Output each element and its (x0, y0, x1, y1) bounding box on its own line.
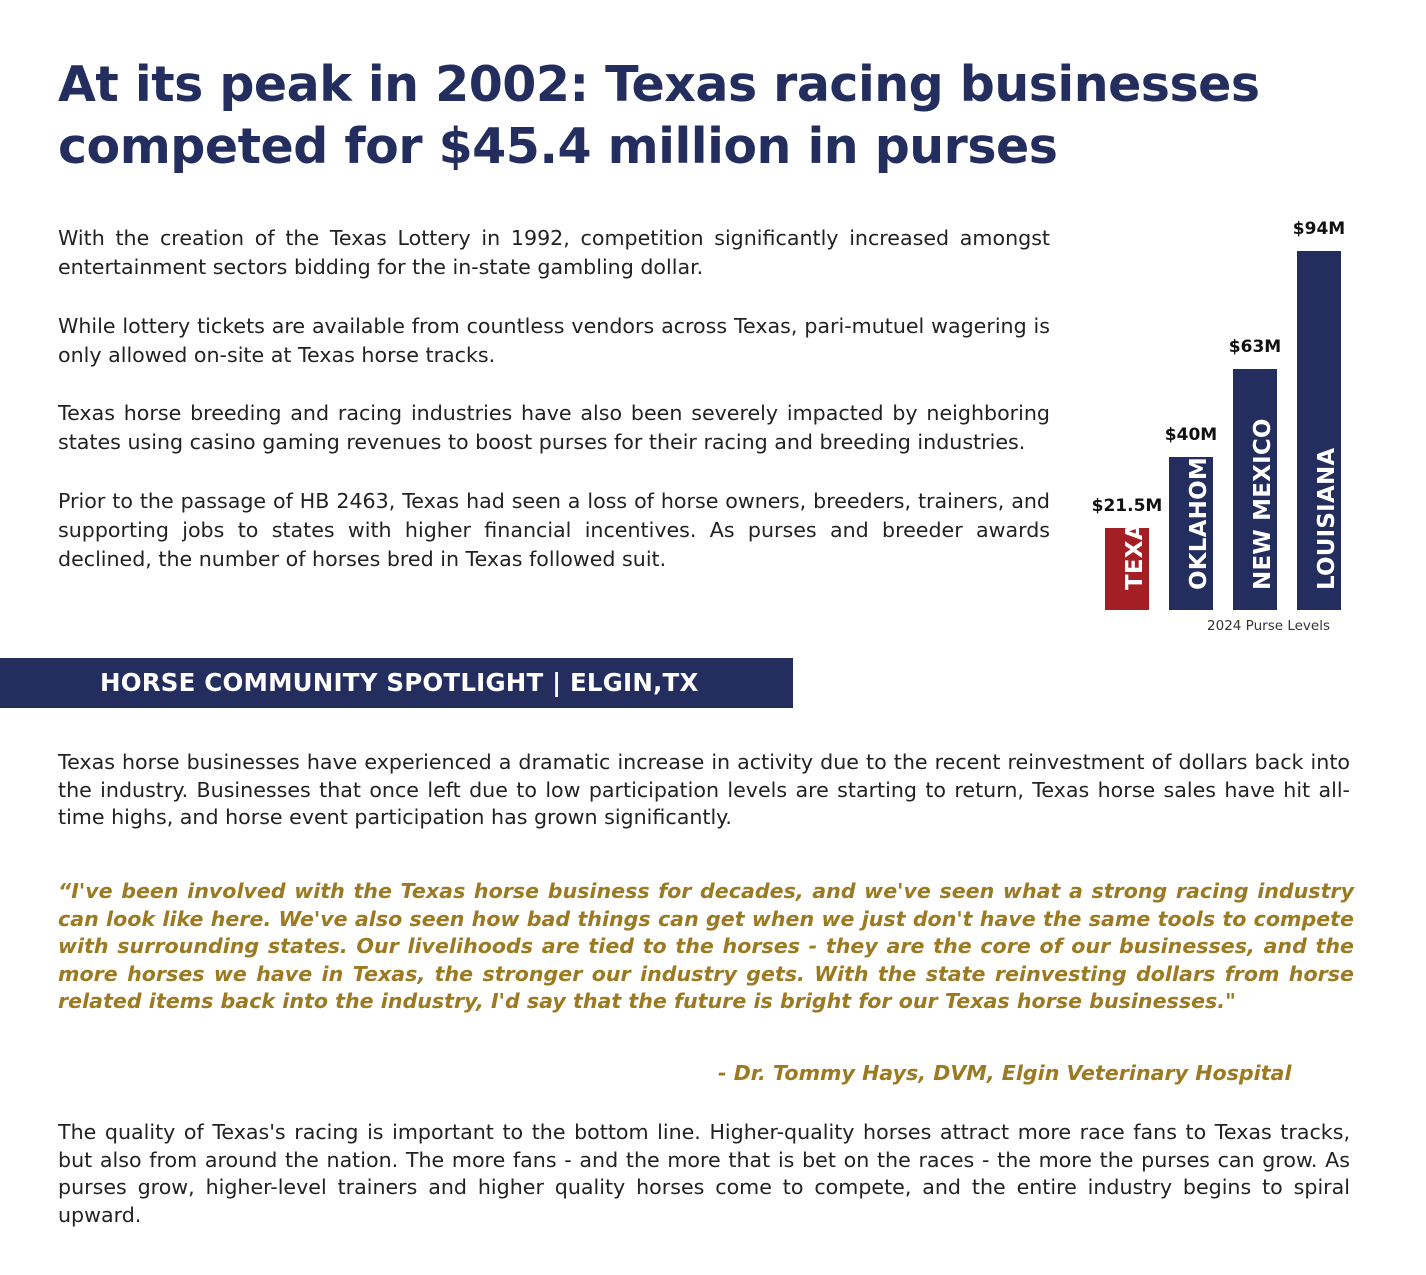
page-title: At its peak in 2002: Texas racing busine… (58, 56, 1260, 175)
bar-value-label: $40M (1164, 425, 1218, 445)
intro-paragraph: Prior to the passage of HB 2463, Texas h… (58, 488, 1050, 572)
closing-paragraph: The quality of Texas's racing is importa… (58, 1120, 1350, 1227)
bar-category-label: TEXAS (1122, 505, 1148, 591)
bar-value-label: $63M (1228, 337, 1282, 357)
bar-value-label: $94M (1292, 219, 1346, 239)
chart-bar: TEXAS (1105, 506, 1149, 610)
chart-bar: OKLAHOMA (1169, 439, 1213, 610)
intro-section: With the creation of the Texas Lottery i… (58, 224, 1050, 604)
spotlight-banner: HORSE COMMUNITY SPOTLIGHT | ELGIN,TX (0, 658, 793, 708)
quote-attribution: - Dr. Tommy Hays, DVM, Elgin Veterinary … (718, 1061, 1292, 1085)
chart-bar: NEW MEXICO (1233, 369, 1277, 610)
bar-category-label: LOUISIANA (1314, 447, 1340, 590)
purse-bar-chart: 2024 Purse Levels TEXAS $21.5M OKLAHOMA $40… (1080, 212, 1350, 642)
testimonial-quote: “I've been involved with the Texas horse… (58, 879, 1354, 1013)
intro-paragraph: While lottery tickets are available from… (58, 313, 1050, 367)
chart-caption: 2024 Purse Levels (1207, 618, 1330, 634)
intro-paragraph: With the creation of the Texas Lottery i… (58, 226, 1050, 280)
spotlight-paragraph: Texas horse businesses have experienced … (58, 750, 1350, 829)
bar-category-label: NEW MEXICO (1250, 418, 1276, 590)
bar-category-label: OKLAHOMA (1186, 439, 1212, 590)
banner-title: HORSE COMMUNITY SPOTLIGHT | ELGIN,TX (100, 668, 699, 697)
intro-paragraph: Texas horse breeding and racing industri… (58, 401, 1050, 455)
bar-value-label: $21.5M (1091, 496, 1163, 516)
chart-bar: LOUISIANA (1297, 251, 1341, 610)
